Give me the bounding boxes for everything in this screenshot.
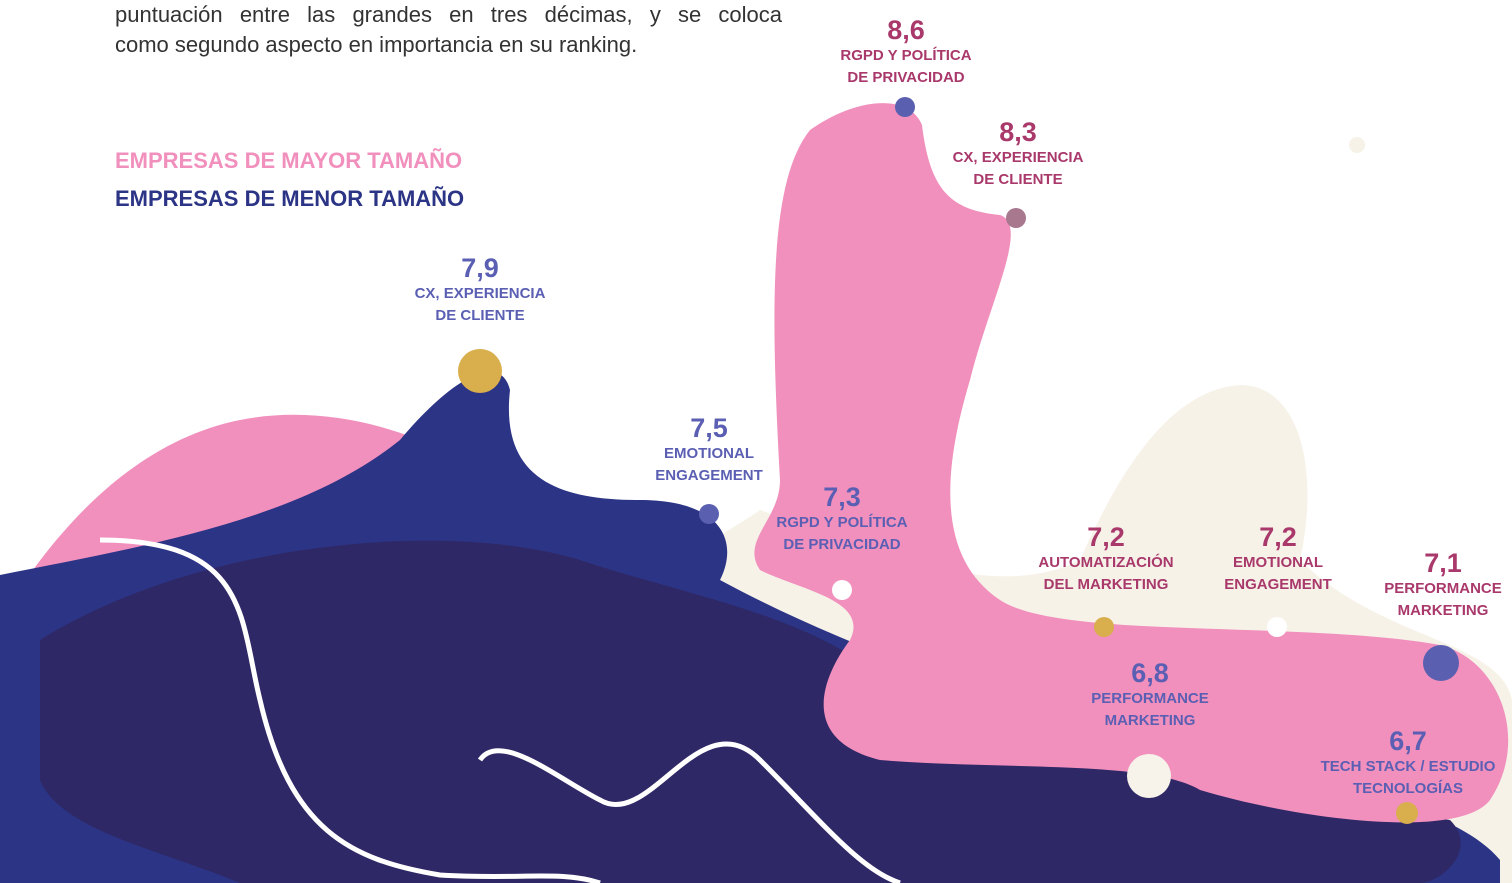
dot (1006, 208, 1026, 228)
dot (832, 580, 852, 600)
dot (895, 97, 915, 117)
score-topic: RGPD Y POLÍTICA (776, 512, 907, 534)
dot (1423, 645, 1459, 681)
score-value: 8,6 (840, 15, 971, 45)
dot (699, 504, 719, 524)
score-value: 7,1 (1384, 548, 1502, 578)
score-topic: DE CLIENTE (415, 305, 546, 327)
dot (1396, 802, 1418, 824)
score-topic: ENGAGEMENT (655, 465, 763, 487)
legend-small: EMPRESAS DE MENOR TAMAÑO (115, 186, 464, 212)
dot (1127, 754, 1171, 798)
score-topic: AUTOMATIZACIÓN (1038, 552, 1173, 574)
intro-line: puntuación entre las grandes en tres déc… (115, 0, 782, 30)
score-value: 7,5 (655, 413, 763, 443)
score-topic: ENGAGEMENT (1224, 574, 1332, 596)
score-topic: DE PRIVACIDAD (776, 534, 907, 556)
page: puntuación entre las grandes en tres déc… (0, 0, 1512, 883)
dot (1267, 617, 1287, 637)
score-value: 6,8 (1091, 658, 1209, 688)
intro-line: como segundo aspecto en importancia en s… (115, 30, 782, 60)
score-value: 7,2 (1224, 522, 1332, 552)
score-value: 6,7 (1321, 726, 1496, 756)
score-value: 8,3 (953, 117, 1084, 147)
score-topic: DE CLIENTE (953, 169, 1084, 191)
score-topic: DEL MARKETING (1038, 574, 1173, 596)
score-value: 7,2 (1038, 522, 1173, 552)
score-value: 7,9 (415, 253, 546, 283)
score-topic: CX, EXPERIENCIA (415, 283, 546, 305)
score-value: 7,3 (776, 482, 907, 512)
dot (1094, 617, 1114, 637)
score-topic: PERFORMANCE (1384, 578, 1502, 600)
score-topic: MARKETING (1091, 710, 1209, 732)
score-topic: RGPD Y POLÍTICA (840, 45, 971, 67)
legend-large: EMPRESAS DE MAYOR TAMAÑO (115, 148, 462, 174)
cream-dot (1349, 137, 1365, 153)
score-topic: DE PRIVACIDAD (840, 67, 971, 89)
score-topic: PERFORMANCE (1091, 688, 1209, 710)
score-topic: EMOTIONAL (655, 443, 763, 465)
score-topic: MARKETING (1384, 600, 1502, 622)
score-topic: EMOTIONAL (1224, 552, 1332, 574)
dot (458, 349, 502, 393)
score-topic: TECNOLOGÍAS (1321, 778, 1496, 800)
score-topic: CX, EXPERIENCIA (953, 147, 1084, 169)
intro-text: puntuación entre las grandes en tres déc… (115, 0, 782, 60)
score-topic: TECH STACK / ESTUDIO (1321, 756, 1496, 778)
